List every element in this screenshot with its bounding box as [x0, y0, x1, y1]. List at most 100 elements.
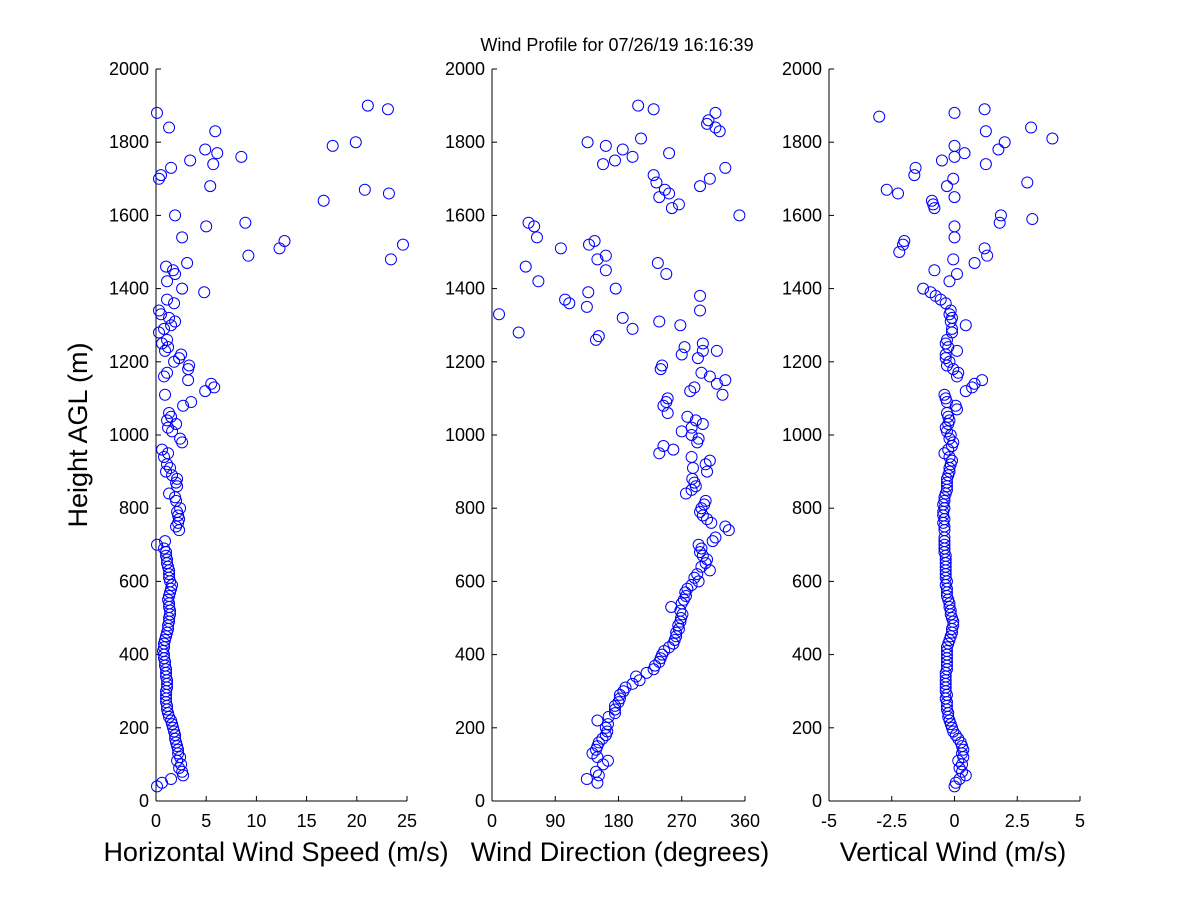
data-point: [184, 154, 197, 167]
data-point: [675, 597, 688, 610]
data-point: [169, 315, 182, 328]
data-point: [938, 447, 951, 460]
y-tick-label: 1000: [109, 425, 149, 445]
data-point: [968, 377, 981, 390]
data-point: [672, 198, 685, 211]
data-point: [958, 147, 971, 160]
y-tick-label: 1600: [445, 205, 485, 225]
data-point: [924, 286, 937, 299]
data-point: [162, 421, 175, 434]
data-point: [694, 289, 707, 302]
data-point: [588, 235, 601, 248]
data-point: [710, 344, 723, 357]
data-point: [692, 575, 705, 588]
y-tick-label: 0: [812, 791, 822, 811]
data-point: [512, 326, 525, 339]
data-point: [696, 418, 709, 431]
data-point: [155, 169, 168, 182]
data-point: [947, 253, 960, 266]
data-point: [716, 388, 729, 401]
data-point: [657, 399, 670, 412]
data-point: [168, 297, 181, 310]
data-point: [951, 344, 964, 357]
y-tick-label: 1000: [782, 425, 822, 445]
y-tick-label: 400: [792, 645, 822, 665]
data-point: [176, 765, 189, 778]
data-point: [706, 535, 719, 548]
data-point: [1026, 213, 1039, 226]
data-point: [601, 754, 614, 767]
data-point: [175, 758, 188, 771]
data-point: [703, 564, 716, 577]
x-tick-label: -2.5: [876, 811, 907, 831]
data-point: [678, 341, 691, 354]
data-point: [959, 319, 972, 332]
data-point: [165, 319, 178, 332]
data-point: [713, 125, 726, 138]
data-point: [599, 721, 612, 734]
data-point: [959, 385, 972, 398]
data-point: [609, 282, 622, 295]
y-tick-label: 0: [475, 791, 485, 811]
data-point: [956, 765, 969, 778]
data-point: [692, 538, 705, 551]
data-point: [382, 187, 395, 200]
y-axis-label: Height AGL (m): [63, 342, 93, 527]
data-point: [617, 685, 630, 698]
data-point: [169, 209, 182, 222]
data-point: [235, 150, 248, 163]
data-point: [656, 648, 669, 661]
data-point: [167, 264, 180, 277]
data-point: [695, 502, 708, 515]
data-point: [198, 286, 211, 299]
panel-3: 0 200 400 600 800 1000 1200 1400 1600 1800 2000 -5 -…: [782, 59, 1085, 867]
data-point: [160, 465, 173, 478]
data-point: [633, 674, 646, 687]
panel-1: 0 200 400 600 800 1000 1200 1400 1600 1800 2000 0 5 1…: [103, 59, 448, 867]
y-tick-label: 2000: [109, 59, 149, 79]
x-tick-label: 5: [1075, 811, 1085, 831]
data-point: [940, 644, 953, 657]
data-point: [161, 333, 174, 346]
data-point: [647, 169, 660, 182]
data-point: [684, 385, 697, 398]
data-point: [651, 256, 664, 269]
data-point: [161, 414, 174, 427]
data-point: [675, 348, 688, 361]
data-point: [632, 99, 645, 112]
y-tick-label: 1600: [782, 205, 822, 225]
data-point: [608, 707, 621, 720]
y-tick-label: 200: [792, 718, 822, 738]
data-point: [947, 619, 960, 632]
x-tick-label: 25: [397, 811, 417, 831]
data-point: [953, 762, 966, 775]
data-point: [880, 183, 893, 196]
data-point: [239, 216, 252, 229]
y-tick-label: 0: [139, 791, 149, 811]
data-point: [722, 524, 735, 537]
data-point: [942, 341, 955, 354]
data-point: [679, 590, 692, 603]
data-point: [688, 381, 701, 394]
y-tick-label: 600: [119, 571, 149, 591]
data-point: [530, 231, 543, 244]
data-point: [709, 106, 722, 119]
data-point: [719, 374, 732, 387]
data-point: [663, 187, 676, 200]
data-point: [592, 769, 605, 782]
data-point: [163, 311, 176, 324]
data-point: [207, 158, 220, 171]
data-point: [703, 370, 716, 383]
y-tick-label: 800: [455, 498, 485, 518]
y-tick-label: 600: [792, 571, 822, 591]
data-point: [688, 476, 701, 489]
data-point: [1046, 132, 1059, 145]
data-point: [326, 139, 339, 152]
x-tick-label: 2.5: [1005, 811, 1030, 831]
data-point: [158, 322, 171, 335]
y-tick-label: 1400: [109, 279, 149, 299]
data-point: [658, 183, 671, 196]
data-point: [166, 425, 179, 438]
data-point: [161, 293, 174, 306]
